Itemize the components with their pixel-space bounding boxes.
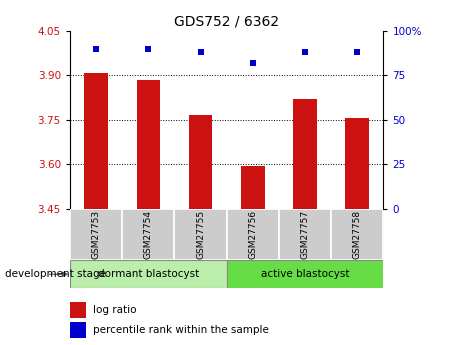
Bar xyxy=(70,302,86,318)
Bar xyxy=(226,209,279,260)
Bar xyxy=(345,118,369,209)
Bar xyxy=(175,209,226,260)
Text: development stage: development stage xyxy=(5,269,106,279)
Text: GSM27754: GSM27754 xyxy=(144,210,153,259)
Text: log ratio: log ratio xyxy=(93,305,137,315)
Bar xyxy=(241,166,264,209)
Point xyxy=(354,50,361,55)
Bar xyxy=(293,99,317,209)
Text: active blastocyst: active blastocyst xyxy=(261,269,349,279)
Bar xyxy=(226,260,383,288)
Point xyxy=(249,60,256,66)
Bar xyxy=(189,116,212,209)
Title: GDS752 / 6362: GDS752 / 6362 xyxy=(174,14,279,29)
Point xyxy=(197,50,204,55)
Bar xyxy=(70,323,86,338)
Text: GSM27757: GSM27757 xyxy=(300,210,309,259)
Text: percentile rank within the sample: percentile rank within the sample xyxy=(93,325,269,335)
Text: dormant blastocyst: dormant blastocyst xyxy=(97,269,199,279)
Bar xyxy=(84,72,108,209)
Text: GSM27758: GSM27758 xyxy=(353,210,362,259)
Bar xyxy=(122,209,175,260)
Bar xyxy=(331,209,383,260)
Text: GSM27756: GSM27756 xyxy=(248,210,257,259)
Point xyxy=(301,50,308,55)
Text: GSM27753: GSM27753 xyxy=(92,210,101,259)
Point xyxy=(92,46,100,51)
Text: GSM27755: GSM27755 xyxy=(196,210,205,259)
Bar xyxy=(70,260,226,288)
Bar xyxy=(279,209,331,260)
Point xyxy=(145,46,152,51)
Bar xyxy=(70,209,122,260)
Bar xyxy=(137,80,160,209)
